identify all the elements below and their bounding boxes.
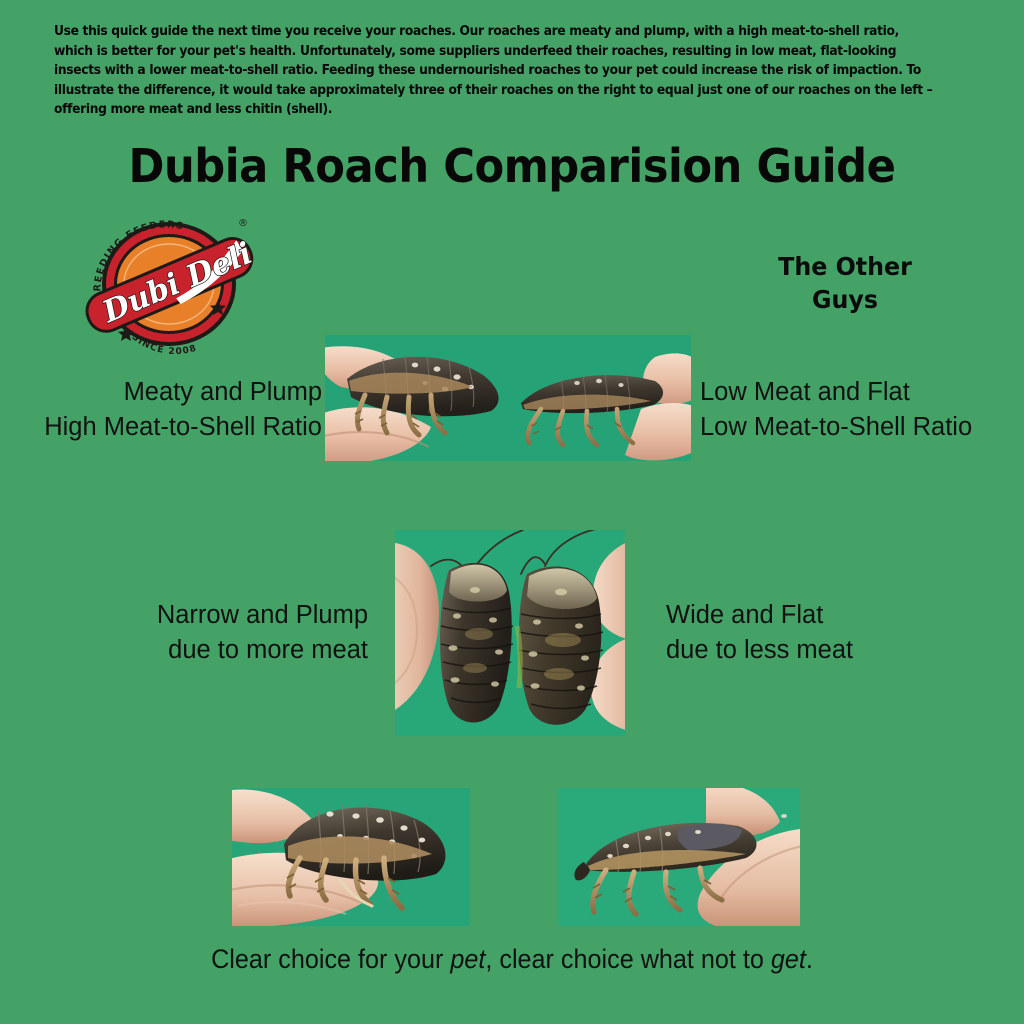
caption-top-left-line1: Meaty and Plump: [123, 378, 322, 406]
other-guys-line1: The Other: [778, 252, 912, 281]
photo-closeup-plump: [232, 788, 470, 926]
photo-profile-pair: [325, 335, 691, 461]
photo-closeup-flat: [558, 788, 800, 926]
dubi-deli-logo: BREEDING FEEDERS SINCE 2008 Dubi Deli ®: [78, 208, 260, 354]
caption-mid-left: Narrow and Plump due to more meat: [0, 598, 368, 668]
caption-mid-right-line1: Wide and Flat: [666, 601, 824, 629]
footer-italic-pet: pet: [450, 944, 486, 974]
footer-text-1: Clear choice for your: [211, 944, 451, 974]
photo-dorsal-pair: [395, 530, 625, 736]
caption-top-left-line2: High Meat-to-Shell Ratio: [44, 413, 322, 441]
caption-mid-right: Wide and Flat due to less meat: [666, 598, 996, 668]
caption-mid-right-line2: due to less meat: [666, 636, 854, 664]
footer-italic-get: get: [770, 944, 806, 974]
intro-paragraph: Use this quick guide the next time you r…: [54, 24, 933, 118]
caption-mid-left-line2: due to more meat: [168, 636, 368, 664]
caption-top-right-line2: Low Meat-to-Shell Ratio: [700, 413, 973, 441]
page-title: Dubia Roach Comparision Guide: [128, 139, 896, 193]
caption-top-left: Meaty and Plump High Meat-to-Shell Ratio: [0, 375, 322, 445]
other-guys-header: The Other Guys: [707, 250, 983, 316]
caption-top-right-line1: Low Meat and Flat: [700, 378, 910, 406]
caption-mid-left-line1: Narrow and Plump: [156, 601, 368, 629]
footer-text-2: , clear choice what not to: [485, 944, 771, 974]
other-guys-line2: Guys: [811, 285, 879, 314]
footer-caption: Clear choice for your pet, clear choice …: [26, 944, 999, 975]
logo-star-icon: [118, 300, 226, 341]
caption-top-right: Low Meat and Flat Low Meat-to-Shell Rati…: [700, 375, 1024, 445]
footer-text-3: .: [805, 944, 813, 974]
logo-registered-icon: ®: [238, 218, 248, 229]
